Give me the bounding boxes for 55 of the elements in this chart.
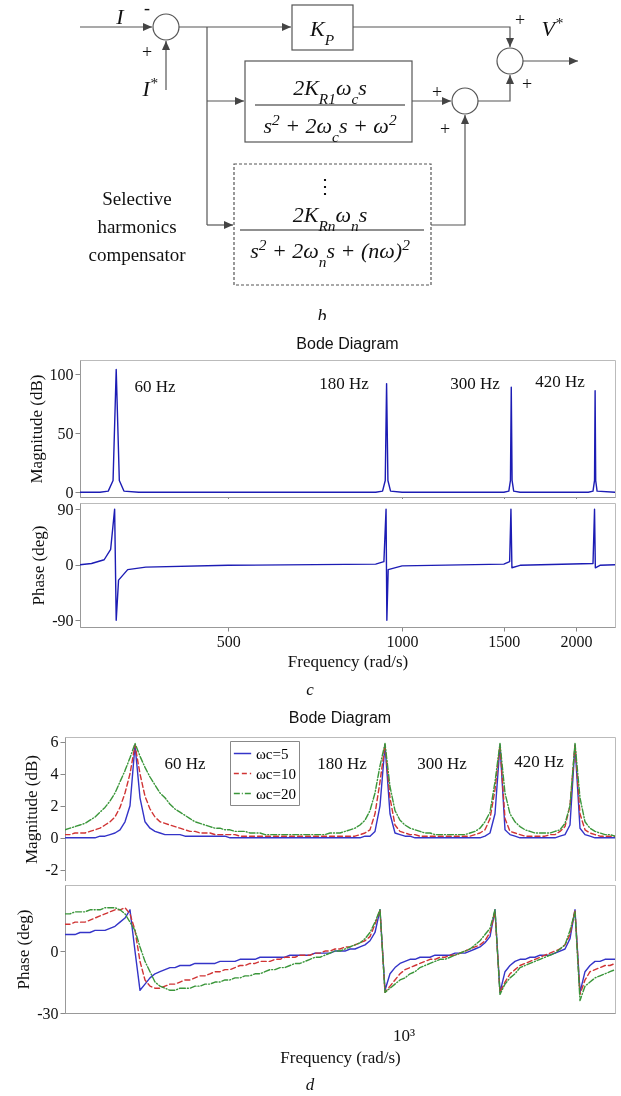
text: - xyxy=(144,0,150,18)
text: I$^{*}$ xyxy=(141,73,158,101)
annotation: 300 Hz xyxy=(417,754,467,774)
chart-title: Bode Diagram xyxy=(296,335,399,352)
annotation: 60 Hz xyxy=(134,377,176,397)
y-tick-label: 90 xyxy=(57,500,74,518)
text: s$^{2}$ + 2ω$_{n}$s + (nω)$^{2}$ xyxy=(250,235,411,270)
x-tick-label: 2000 xyxy=(560,632,593,650)
text: ⋮ xyxy=(315,175,335,197)
y-tick-label: -30 xyxy=(37,1004,59,1022)
y-tick-label: 0 xyxy=(65,483,74,501)
y-axis-title: Magnitude (dB) xyxy=(22,754,42,865)
y-tick-label: 0 xyxy=(50,942,59,960)
text: d xyxy=(305,1075,315,1095)
legend-label: ωc=10 xyxy=(256,765,296,782)
y-tick-label: 2 xyxy=(50,797,59,815)
x-tick-label: 1000 xyxy=(386,632,419,650)
annotation: 60 Hz xyxy=(164,754,206,774)
x-axis-title: Frequency (rad/s) xyxy=(287,651,409,671)
text: 10³ xyxy=(392,1026,416,1046)
text: c xyxy=(306,680,314,700)
text: K$_{P}$ xyxy=(308,16,335,48)
legend-label: ωc=5 xyxy=(256,745,289,762)
y-axis-title: Phase (deg) xyxy=(29,525,49,606)
text: s$^{2}$ + 2ω$_{c}$s + ω$^{2}$ xyxy=(263,110,397,145)
text: + xyxy=(431,82,443,102)
chart-title: Bode Diagram xyxy=(288,708,392,726)
x-axis-title: Frequency (rad/s) xyxy=(280,1047,401,1067)
y-tick-label: 6 xyxy=(50,733,59,751)
annotation: 420 Hz xyxy=(535,372,585,392)
text: 2K$_{Rn}$ω$_{n}$s xyxy=(292,202,368,234)
y-tick-label: 0 xyxy=(50,829,59,847)
y-tick-label: 50 xyxy=(57,424,74,442)
text: + xyxy=(439,119,451,139)
y-tick-label: -90 xyxy=(52,611,74,629)
text: + xyxy=(521,74,533,94)
text: I xyxy=(115,4,126,29)
text: + xyxy=(514,10,526,30)
annotation: 420 Hz xyxy=(514,752,564,772)
annotation: 180 Hz xyxy=(317,754,367,774)
text: + xyxy=(141,42,153,62)
annotation: 180 Hz xyxy=(319,374,369,394)
y-axis-title: Magnitude (dB) xyxy=(26,374,46,484)
y-axis-title: Phase (deg) xyxy=(14,909,34,990)
y-tick-label: 0 xyxy=(65,556,74,574)
legend-label: ωc=20 xyxy=(256,785,296,802)
y-tick-label: 100 xyxy=(49,365,74,383)
x-tick-label: 500 xyxy=(216,632,241,650)
text: V$^{*}$ xyxy=(541,13,563,41)
y-tick-label: 4 xyxy=(50,765,59,783)
text: Selective harmonics compensator xyxy=(88,188,187,265)
text: 2K$_{R1}$ω$_{c}$s xyxy=(293,75,367,107)
x-tick-label: 1500 xyxy=(488,632,521,650)
annotation: 300 Hz xyxy=(450,374,500,394)
y-tick-label: -2 xyxy=(45,861,59,879)
